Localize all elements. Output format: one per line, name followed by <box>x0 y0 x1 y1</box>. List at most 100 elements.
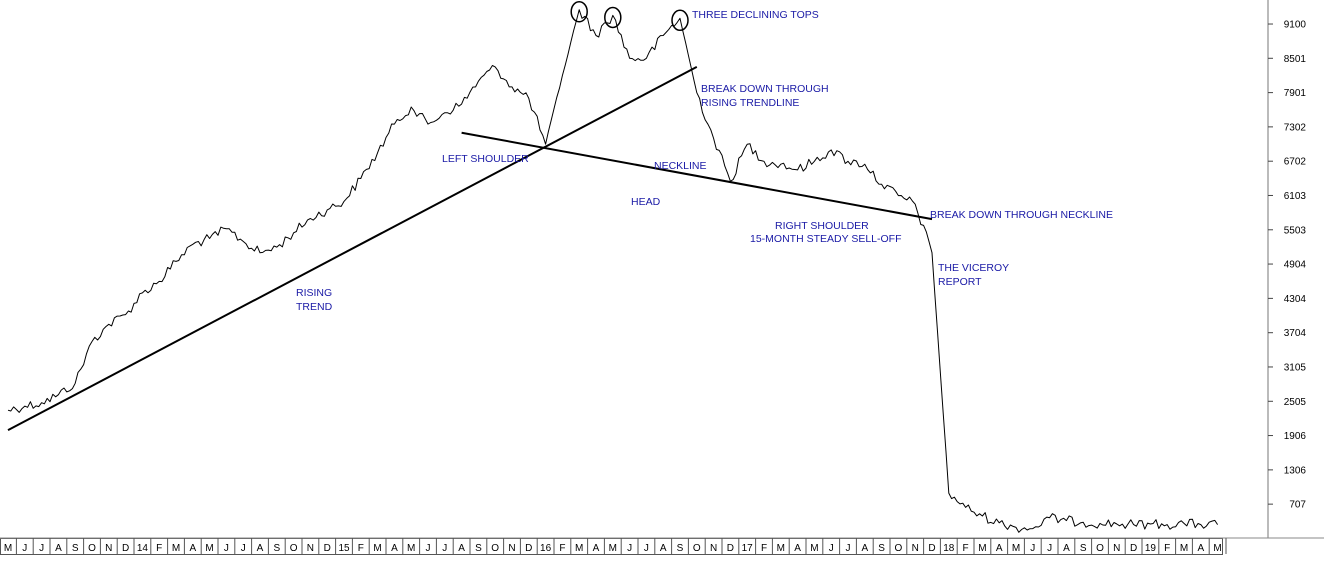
x-tick-label: M <box>777 543 785 554</box>
x-tick-label: O <box>1096 543 1104 554</box>
y-tick-label: 2505 <box>1284 397 1307 408</box>
x-tick-label: M <box>407 543 415 554</box>
x-tick-label: J <box>426 543 431 554</box>
x-tick-label: 19 <box>1145 543 1157 554</box>
y-tick-label: 6103 <box>1284 191 1307 202</box>
x-tick-label: D <box>928 543 935 554</box>
y-tick-label: 6702 <box>1284 157 1307 168</box>
x-tick-label: M <box>1180 543 1188 554</box>
annotation-left-shoulder: LEFT SHOULDER <box>442 153 529 165</box>
y-tick-label: 3105 <box>1284 362 1307 373</box>
x-tick-label: M <box>4 543 12 554</box>
x-tick-label: O <box>290 543 298 554</box>
x-tick-label: A <box>660 543 667 554</box>
x-tick-label: A <box>861 543 868 554</box>
x-tick-label: M <box>575 543 583 554</box>
x-tick-label: A <box>458 543 465 554</box>
x-tick-label: J <box>39 543 44 554</box>
y-tick-label: 7901 <box>1284 88 1307 99</box>
y-tick-label: 7302 <box>1284 122 1307 133</box>
x-tick-label: N <box>710 543 717 554</box>
top-marker-circle <box>604 6 622 29</box>
x-tick-label: S <box>878 543 885 554</box>
y-tick-label: 8501 <box>1284 54 1307 65</box>
x-tick-label: N <box>508 543 515 554</box>
x-tick-label: O <box>491 543 499 554</box>
x-tick-label: S <box>72 543 79 554</box>
x-tick-label: M <box>978 543 986 554</box>
x-tick-label: M <box>172 543 180 554</box>
x-tick-label: F <box>559 543 565 554</box>
y-tick-label: 4904 <box>1284 260 1307 271</box>
x-tick-label: S <box>677 543 684 554</box>
annotation-three-declining-tops: THREE DECLINING TOPS <box>692 9 819 21</box>
x-tick-label: 16 <box>540 543 552 554</box>
x-tick-label: A <box>391 543 398 554</box>
y-tick-label: 5503 <box>1284 225 1307 236</box>
x-tick-label: J <box>442 543 447 554</box>
annotation-neckline: NECKLINE <box>654 160 707 172</box>
x-tick-label: J <box>846 543 851 554</box>
x-tick-label: D <box>1130 543 1137 554</box>
annotation-viceroy: THE VICEROY <box>938 262 1009 274</box>
x-tick-label: N <box>912 543 919 554</box>
annotation-rising: RISING <box>296 287 332 299</box>
x-tick-label: M <box>205 543 213 554</box>
x-tick-label: F <box>358 543 364 554</box>
top-marker-circle <box>570 0 588 23</box>
x-tick-label: A <box>1197 543 1204 554</box>
x-tick-label: 17 <box>742 543 754 554</box>
x-tick-label: 15 <box>338 543 350 554</box>
y-tick-label: 1306 <box>1284 465 1307 476</box>
x-tick-label: J <box>241 543 246 554</box>
x-tick-label: N <box>105 543 112 554</box>
x-tick-label: A <box>55 543 62 554</box>
x-tick-label: D <box>727 543 734 554</box>
x-tick-label: J <box>22 543 27 554</box>
y-tick-label: 3704 <box>1284 328 1307 339</box>
x-tick-label: O <box>693 543 701 554</box>
annotation-break-down-trendline: BREAK DOWN THROUGH <box>701 83 829 95</box>
x-tick-label: O <box>88 543 96 554</box>
x-tick-label: S <box>1080 543 1087 554</box>
x-tick-label: F <box>963 543 969 554</box>
x-tick-label: J <box>627 543 632 554</box>
x-tick-label: J <box>1047 543 1052 554</box>
x-tick-label: S <box>475 543 482 554</box>
y-tick-label: 4304 <box>1284 294 1307 305</box>
annotation-report: REPORT <box>938 276 982 288</box>
x-tick-label: D <box>525 543 532 554</box>
x-tick-label: N <box>1113 543 1120 554</box>
annotation-steady-sell-off: 15-MONTH STEADY SELL-OFF <box>750 233 902 245</box>
x-tick-label: 14 <box>137 543 149 554</box>
x-tick-label: M <box>810 543 818 554</box>
x-tick-label: A <box>794 543 801 554</box>
x-tick-label: 18 <box>943 543 955 554</box>
x-tick-label: J <box>1030 543 1035 554</box>
x-tick-label: F <box>156 543 162 554</box>
y-tick-label: 707 <box>1289 500 1306 511</box>
annotation-rising-trendline: RISING TRENDLINE <box>701 97 799 109</box>
x-tick-label: S <box>273 543 280 554</box>
top-marker-circle <box>671 9 689 32</box>
x-tick-label: M <box>1012 543 1020 554</box>
x-tick-label: J <box>829 543 834 554</box>
x-tick-label: J <box>644 543 649 554</box>
x-tick-label: A <box>189 543 196 554</box>
x-tick-label: A <box>593 543 600 554</box>
y-tick-label: 1906 <box>1284 431 1307 442</box>
x-tick-label: D <box>122 543 129 554</box>
annotation-trend: TREND <box>296 301 333 313</box>
x-tick-label: N <box>307 543 314 554</box>
annotation-break-down-neckline: BREAK DOWN THROUGH NECKLINE <box>930 209 1113 221</box>
annotation-head: HEAD <box>631 196 661 208</box>
x-tick-label: M <box>1213 543 1221 554</box>
x-tick-label: A <box>996 543 1003 554</box>
neckline <box>461 131 933 221</box>
y-tick-label: 9100 <box>1284 20 1307 31</box>
x-tick-label: J <box>224 543 229 554</box>
x-tick-label: M <box>373 543 381 554</box>
x-tick-label: M <box>609 543 617 554</box>
